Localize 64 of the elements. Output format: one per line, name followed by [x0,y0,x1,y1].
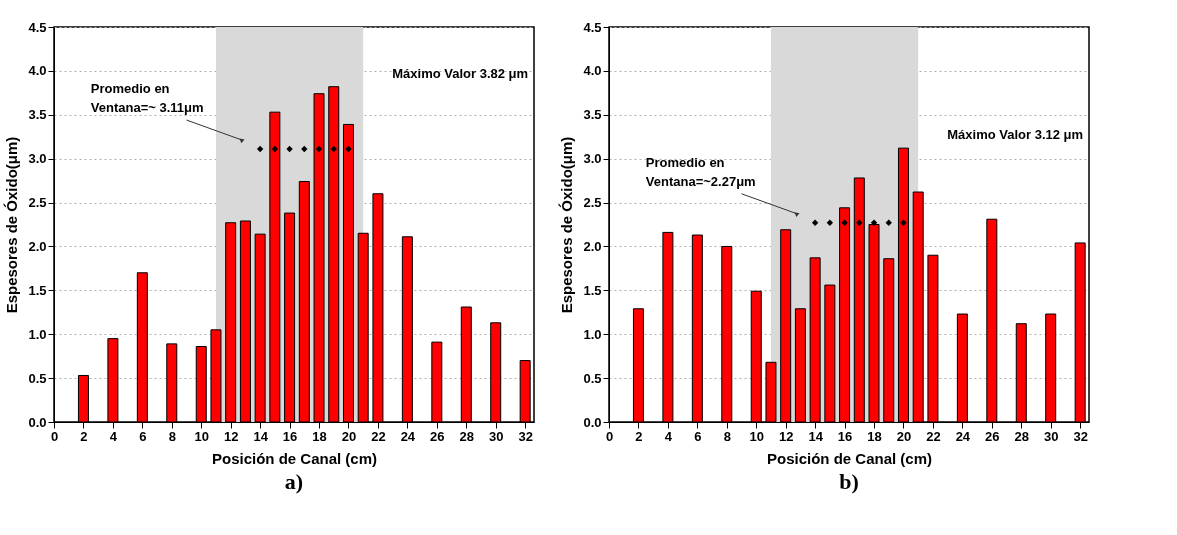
y-tick-label: 0.5 [28,370,47,386]
x-tick-label: 16 [837,428,853,444]
x-tick-label: 32 [518,428,533,444]
y-tick-label: 4.0 [583,63,602,79]
y-tick-label: 2.0 [583,238,602,254]
x-tick-label: 0 [50,428,59,444]
y-tick-label: 0.0 [28,414,47,430]
x-tick-label: 10 [194,428,209,444]
y-tick-label: 1.0 [583,326,602,342]
y-tick-label: 4.5 [583,19,602,35]
x-tick-label: 24 [955,428,971,444]
x-tick-label: 26 [985,428,1000,444]
y-tick-label: 1.5 [28,282,47,298]
text: a) [284,469,304,494]
annotation: Promedio en Ventana=~2.27μm [645,154,756,189]
y-axis-title: Espesores de Óxido(μm) [558,136,576,314]
x-tick-label: 18 [867,428,882,444]
x-tick-label: 14 [253,428,269,444]
y-tick-label: 2.5 [583,195,602,211]
text: b) [839,469,859,494]
x-tick-label: 32 [1073,428,1088,444]
x-axis-title: Posición de Canal (cm) [766,449,933,467]
x-tick-label: 6 [694,428,702,444]
y-tick-label: 3.0 [583,151,602,167]
x-tick-label: 8 [723,428,731,444]
x-tick-label: 4 [664,428,673,444]
x-tick-label: 20 [341,428,357,444]
y-tick-label: 3.5 [583,107,602,123]
x-tick-label: 14 [808,428,824,444]
x-tick-label: 18 [312,428,327,444]
annotation: Máximo Valor 3.82 μm [392,65,529,81]
x-tick-label: 20 [896,428,912,444]
annotation: Máximo Valor 3.12 μm [947,126,1084,142]
annotation: Promedio en Ventana=~ 3.11μm [90,81,204,116]
x-tick-label: 12 [778,428,794,444]
x-tick-label: 10 [749,428,764,444]
x-tick-label: 12 [223,428,239,444]
x-tick-label: 16 [282,428,298,444]
x-tick-label: 6 [139,428,147,444]
x-tick-label: 4 [109,428,118,444]
y-tick-label: 0.0 [583,414,602,430]
x-tick-label: 28 [459,428,474,444]
y-tick-label: 1.0 [28,326,47,342]
x-tick-label: 0 [605,428,614,444]
x-tick-label: 2 [635,428,643,444]
y-tick-label: 2.5 [28,195,47,211]
x-axis-title: Posición de Canal (cm) [211,449,378,467]
x-tick-label: 26 [430,428,445,444]
y-tick-label: 0.5 [583,370,602,386]
x-tick-label: 8 [168,428,176,444]
x-tick-label: 30 [488,428,504,444]
x-tick-label: 24 [400,428,416,444]
x-tick-label: 2 [80,428,88,444]
x-tick-label: 22 [371,428,386,444]
y-tick-label: 3.0 [28,151,47,167]
y-tick-label: 4.0 [28,63,47,79]
y-tick-label: 2.0 [28,238,47,254]
x-tick-label: 30 [1043,428,1059,444]
y-axis-title: Espesores de Óxido(μm) [3,136,21,314]
y-tick-label: 3.5 [28,107,47,123]
y-tick-label: 1.5 [583,282,602,298]
x-tick-label: 22 [926,428,941,444]
y-tick-label: 4.5 [28,19,47,35]
x-tick-label: 28 [1014,428,1029,444]
